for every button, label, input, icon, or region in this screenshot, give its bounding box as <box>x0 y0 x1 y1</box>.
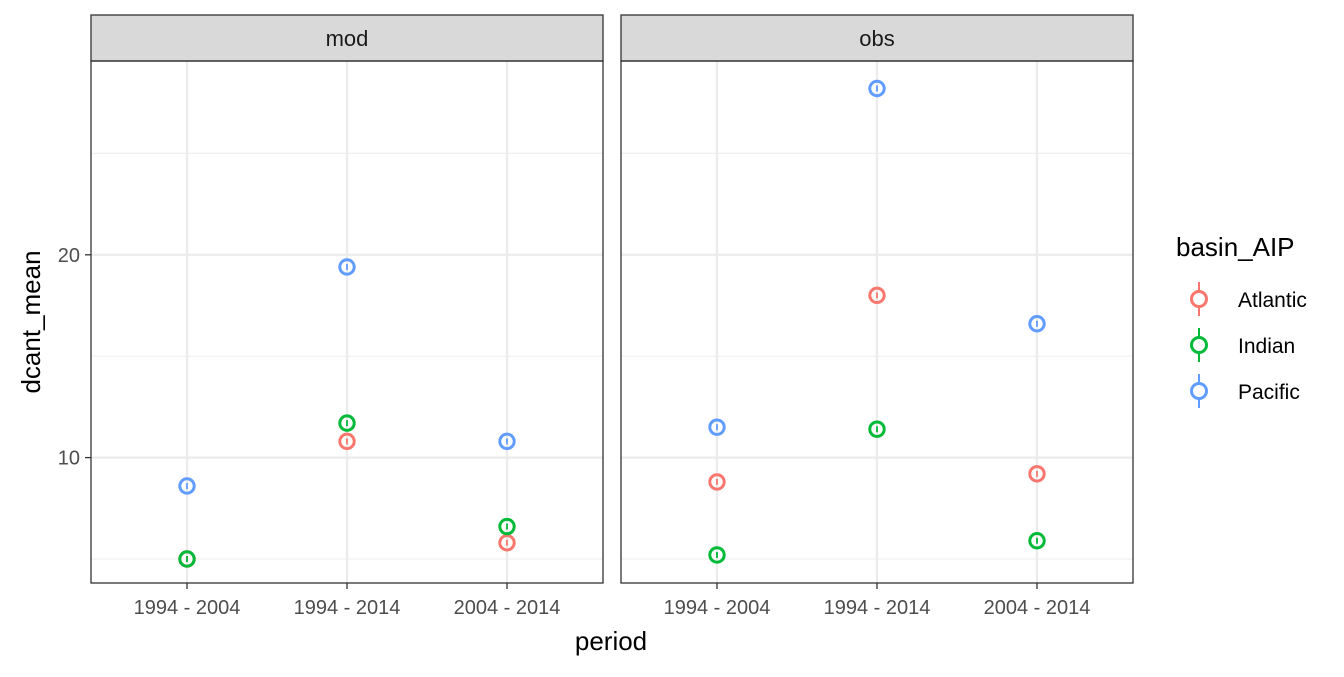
x-tick-label: 2004 - 2014 <box>984 597 1091 619</box>
y-tick-label: 10 <box>58 448 80 470</box>
point-atlantic <box>868 286 886 305</box>
x-tick-label: 1994 - 2004 <box>664 597 771 619</box>
point-pacific <box>1028 315 1046 333</box>
point-pacific <box>708 418 726 436</box>
point-indian <box>178 550 196 568</box>
x-tick-label: 1994 - 2014 <box>824 597 931 619</box>
point-pacific <box>178 477 196 495</box>
legend-label: Atlantic <box>1238 289 1307 312</box>
x-tick-label: 2004 - 2014 <box>454 597 561 619</box>
legend: basin_AIP Atlantic Indian Pacific <box>1176 232 1307 408</box>
point-atlantic <box>1028 465 1046 483</box>
legend-key-atlantic: Atlantic <box>1190 282 1307 316</box>
x-tick-label: 1994 - 2004 <box>134 597 241 619</box>
point-pacific <box>498 432 516 451</box>
point-indian <box>868 420 886 438</box>
panels-layer: mod 1994 - 2004 1994 - 2014 2004 - 2014 obs 1… <box>90 14 1134 619</box>
panel-mod: mod 1994 - 2004 1994 - 2014 2004 - 2014 <box>90 14 604 619</box>
point-atlantic <box>338 432 356 451</box>
legend-key-pacific: Pacific <box>1190 374 1300 408</box>
legend-keys: Atlantic Indian Pacific <box>1190 282 1307 408</box>
point-pacific <box>338 258 356 276</box>
point-atlantic <box>498 534 516 552</box>
y-axis: 10 20 <box>58 245 91 470</box>
point-indian <box>708 546 726 564</box>
strip-label: mod <box>326 26 369 51</box>
point-indian <box>498 517 516 536</box>
point-indian <box>1028 532 1046 550</box>
y-axis-title: dcant_mean <box>16 250 46 393</box>
legend-title: basin_AIP <box>1176 232 1295 262</box>
strip-mod <box>90 14 604 62</box>
point-pacific <box>868 79 886 98</box>
x-axis-title: period <box>575 626 647 656</box>
point-indian <box>338 414 356 432</box>
legend-label: Indian <box>1238 335 1295 358</box>
y-tick-label: 20 <box>58 245 80 267</box>
point-atlantic <box>708 473 726 491</box>
strip-label: obs <box>859 26 894 51</box>
legend-key-indian: Indian <box>1190 328 1295 362</box>
x-tick-label: 1994 - 2014 <box>294 597 401 619</box>
strip-obs <box>620 14 1134 62</box>
legend-label: Pacific <box>1238 381 1300 404</box>
panel-obs: obs 1994 - 2004 1994 - 2014 2004 - 2014 <box>620 14 1134 619</box>
